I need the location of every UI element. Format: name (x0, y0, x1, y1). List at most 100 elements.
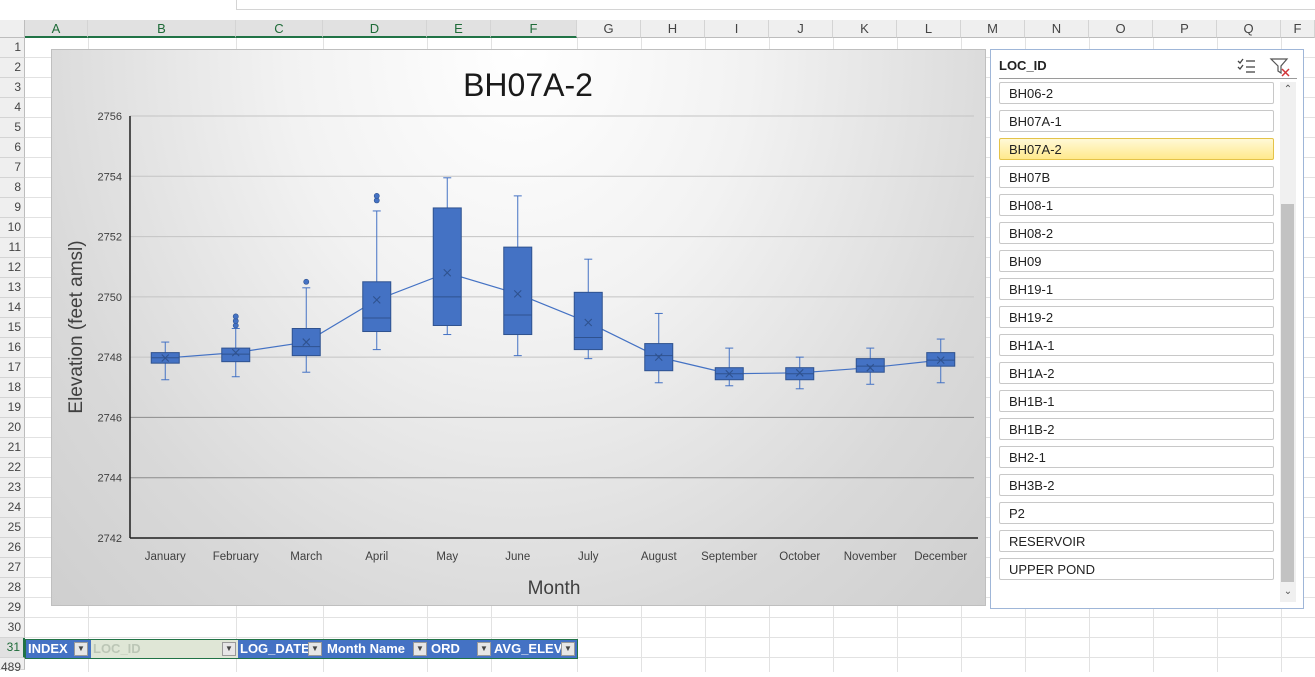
row-header[interactable]: 24 (0, 498, 25, 518)
y-tick-label: 2746 (98, 412, 122, 424)
row-header[interactable]: 10 (0, 218, 25, 238)
mean-marker (866, 363, 875, 372)
row-header[interactable]: 23 (0, 478, 25, 498)
slicer-scrollbar[interactable]: ⌃ ⌄ (1280, 82, 1296, 602)
slicer-item[interactable]: BH3B-2 (999, 474, 1274, 496)
filter-dropdown-icon[interactable]: ▼ (413, 642, 427, 656)
row-header[interactable]: 11 (0, 238, 25, 258)
column-header[interactable]: C (236, 20, 323, 38)
slicer-item[interactable]: BH07A-1 (999, 110, 1274, 132)
row-header[interactable]: 9 (0, 198, 25, 218)
row-header[interactable]: 6 (0, 138, 25, 158)
row-header[interactable]: 16 (0, 338, 25, 358)
row-header[interactable]: 19 (0, 398, 25, 418)
mean-line (165, 272, 941, 375)
slicer-item[interactable]: BH09 (999, 250, 1274, 272)
box-april (362, 281, 392, 333)
select-all-corner[interactable] (0, 20, 25, 38)
table-header-log-date[interactable]: LOG_DATE ▼ (238, 640, 325, 658)
slicer-item[interactable]: BH1B-1 (999, 390, 1274, 412)
slicer-item[interactable]: RESERVOIR (999, 530, 1274, 552)
slicer-item[interactable]: BH19-1 (999, 278, 1274, 300)
slicer-item[interactable]: BH06-2 (999, 82, 1274, 104)
slicer-item[interactable]: UPPER POND (999, 558, 1274, 580)
box-plot-chart[interactable]: BH07A-2 Elevation (feet amsl) Month 2742… (51, 49, 986, 606)
column-header[interactable]: H (641, 20, 705, 38)
slicer-item[interactable]: BH1B-2 (999, 418, 1274, 440)
column-header[interactable]: I (705, 20, 769, 38)
row-header[interactable]: 1 (0, 38, 25, 58)
row-header[interactable]: 17 (0, 358, 25, 378)
slicer-item[interactable]: BH08-1 (999, 194, 1274, 216)
row-header[interactable]: 13 (0, 278, 25, 298)
column-header[interactable]: F (1281, 20, 1315, 38)
scroll-up-icon[interactable]: ⌃ (1283, 84, 1293, 95)
row-header[interactable]: 22 (0, 458, 25, 478)
column-header[interactable]: B (88, 20, 236, 38)
slicer-item[interactable]: BH1A-1 (999, 334, 1274, 356)
header-label: INDEX (28, 641, 68, 656)
row-header[interactable]: 3 (0, 78, 25, 98)
header-label: Month Name (327, 641, 405, 656)
x-tick-label: February (213, 551, 259, 563)
filter-dropdown-icon[interactable]: ▼ (308, 642, 322, 656)
row-header[interactable]: 26 (0, 538, 25, 558)
scroll-down-icon[interactable]: ⌄ (1283, 586, 1293, 597)
table-header-ord[interactable]: ORD ▼ (429, 640, 492, 658)
clear-filter-icon[interactable] (1269, 57, 1291, 77)
column-header[interactable]: Q (1217, 20, 1281, 38)
filter-dropdown-icon[interactable]: ▼ (74, 642, 88, 656)
slicer-item[interactable]: BH07B (999, 166, 1274, 188)
column-header[interactable]: K (833, 20, 897, 38)
slicer-item[interactable]: BH07A-2 (999, 138, 1274, 160)
row-header[interactable]: 8 (0, 178, 25, 198)
row-header[interactable]: 18 (0, 378, 25, 398)
slicer-item[interactable]: BH19-2 (999, 306, 1274, 328)
column-header[interactable]: D (323, 20, 427, 38)
filter-dropdown-icon[interactable]: ▼ (561, 642, 575, 656)
slicer-item[interactable]: BH2-1 (999, 446, 1274, 468)
table-header-month-name[interactable]: Month Name ▼ (325, 640, 429, 658)
row-header[interactable]: 4 (0, 98, 25, 118)
column-header[interactable]: A (25, 20, 88, 38)
column-header[interactable]: F (491, 20, 577, 38)
row-header[interactable]: 31 (0, 638, 25, 658)
row-header[interactable]: 30 (0, 618, 25, 638)
table-header-index[interactable]: INDEX ▼ (26, 640, 91, 658)
row-header[interactable]: 27 (0, 558, 25, 578)
row-header[interactable]: 489 (0, 658, 25, 674)
row-header[interactable]: 21 (0, 438, 25, 458)
table-header-loc-id[interactable]: LOC_ID ▼ (91, 640, 238, 658)
column-header[interactable]: N (1025, 20, 1089, 38)
column-header[interactable]: J (769, 20, 833, 38)
slicer-item[interactable]: P2 (999, 502, 1274, 524)
row-header[interactable]: 7 (0, 158, 25, 178)
filter-applied-icon[interactable]: ▼ (222, 642, 236, 656)
row-header[interactable]: 2 (0, 58, 25, 78)
row-header[interactable]: 5 (0, 118, 25, 138)
formula-bar[interactable] (236, 0, 1315, 10)
mean-marker (372, 295, 381, 304)
row-header[interactable]: 12 (0, 258, 25, 278)
row-header[interactable]: 25 (0, 518, 25, 538)
x-tick-label: July (578, 551, 599, 563)
row-header[interactable]: 28 (0, 578, 25, 598)
column-header[interactable]: L (897, 20, 961, 38)
table-header-avg-elev[interactable]: AVG_ELEV ▼ (492, 640, 577, 658)
column-header[interactable]: P (1153, 20, 1217, 38)
row-header[interactable]: 29 (0, 598, 25, 618)
column-header[interactable]: G (577, 20, 641, 38)
row-header[interactable]: 15 (0, 318, 25, 338)
column-header[interactable]: O (1089, 20, 1153, 38)
multi-select-icon[interactable] (1235, 57, 1257, 75)
row-header[interactable]: 14 (0, 298, 25, 318)
row-header[interactable]: 20 (0, 418, 25, 438)
filter-dropdown-icon[interactable]: ▼ (477, 642, 491, 656)
slicer-item[interactable]: BH1A-2 (999, 362, 1274, 384)
loc-id-slicer[interactable]: LOC_ID BH06-2 BH07A-1 BH07A-2 BH07B BH08-1 BH… (990, 49, 1304, 609)
row-number: 27 (7, 560, 21, 574)
slicer-item[interactable]: BH08-2 (999, 222, 1274, 244)
column-header[interactable]: E (427, 20, 491, 38)
scroll-thumb[interactable] (1281, 204, 1294, 582)
column-header[interactable]: M (961, 20, 1025, 38)
